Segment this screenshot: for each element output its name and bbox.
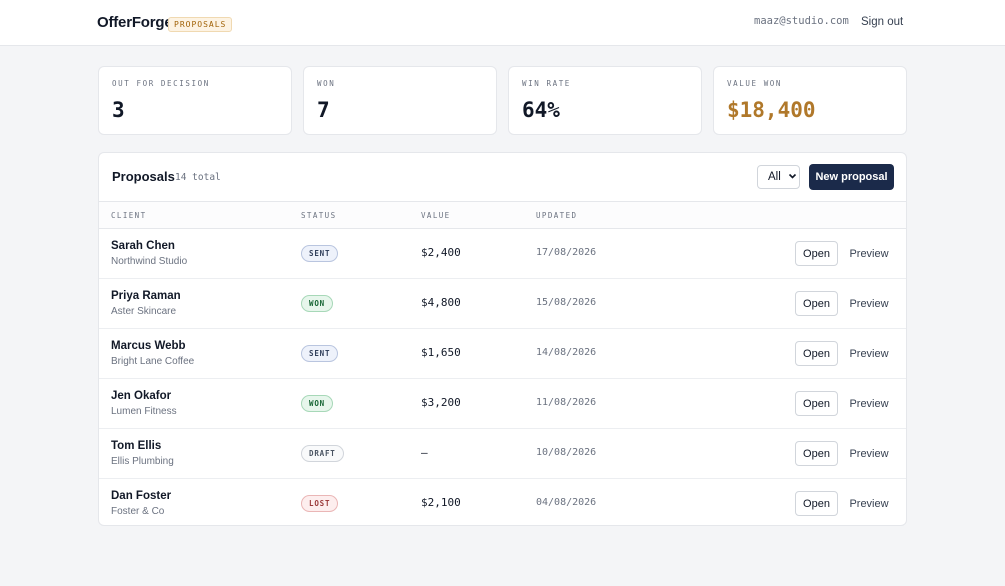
new-proposal-button[interactable]: New proposal [809,164,894,190]
proposal-value: $3,200 [421,396,461,409]
client-name: Tom Ellis [111,440,162,452]
client-name: Priya Raman [111,290,181,302]
client-name: Marcus Webb [111,340,186,352]
brand-section-tag: PROPOSALS [168,17,233,32]
open-button[interactable]: Open [795,241,838,266]
client-company: Foster & Co [111,506,165,517]
client-company: Ellis Plumbing [111,456,174,467]
table-row: Dan Foster Foster & Co LOST $2,100 04/08… [99,479,906,525]
open-button[interactable]: Open [795,441,838,466]
stat-value: 7 [317,98,330,122]
status-badge: WON [301,295,333,312]
column-header-status: STATUS [301,211,337,220]
table-header: CLIENT STATUS VALUE UPDATED [99,201,906,229]
client-name: Sarah Chen [111,240,175,252]
brand-logo[interactable]: OfferForge [97,14,173,31]
stat-label: OUT FOR DECISION [112,79,210,88]
status-badge: SENT [301,345,339,362]
stat-label: VALUE WON [727,79,783,88]
client-company: Bright Lane Coffee [111,356,195,367]
table-row: Tom Ellis Ellis Plumbing DRAFT — 10/08/2… [99,429,906,479]
open-button[interactable]: Open [795,391,838,416]
preview-button[interactable]: Preview [845,241,893,266]
stat-value: 3 [112,98,125,122]
proposal-value: $4,800 [421,296,461,309]
client-company: Lumen Fitness [111,406,177,417]
client-name: Dan Foster [111,490,172,502]
status-badge: DRAFT [301,445,344,462]
status-badge: WON [301,395,333,412]
top-bar: OfferForge PROPOSALS maaz@studio.com Sig… [0,0,1005,46]
proposal-value: $2,100 [421,496,461,509]
stat-card-win-rate: WIN RATE 64% [508,66,702,135]
client-name: Jen Okafor [111,390,172,402]
open-button[interactable]: Open [795,291,838,316]
proposal-value: $1,650 [421,346,461,359]
status-badge: LOST [301,495,339,512]
sign-out-button[interactable]: Sign out [861,16,904,28]
status-badge: SENT [301,245,339,262]
updated-date: 10/08/2026 [536,447,597,458]
stat-value: $18,400 [727,98,816,122]
filter-value: All [768,171,781,183]
chevron-down-icon [788,170,797,184]
stat-label: WON [317,79,336,88]
updated-date: 14/08/2026 [536,347,597,358]
updated-date: 15/08/2026 [536,297,597,308]
client-company: Aster Skincare [111,306,177,317]
user-email: maaz@studio.com [754,15,849,27]
proposal-value: — [421,446,428,459]
stat-card-won: WON 7 [303,66,497,135]
updated-date: 17/08/2026 [536,247,597,258]
column-header-client: CLIENT [111,211,147,220]
preview-button[interactable]: Preview [845,391,893,416]
table-row: Sarah Chen Northwind Studio SENT $2,400 … [99,229,906,279]
open-button[interactable]: Open [795,491,838,516]
stat-card-out-for-decision: OUT FOR DECISION 3 [98,66,292,135]
table-row: Marcus Webb Bright Lane Coffee SENT $1,6… [99,329,906,379]
client-company: Northwind Studio [111,256,188,267]
proposal-value: $2,400 [421,246,461,259]
stat-label: WIN RATE [522,79,571,88]
preview-button[interactable]: Preview [845,291,893,316]
column-header-value: VALUE [421,211,451,220]
preview-button[interactable]: Preview [845,441,893,466]
stat-card-value-won: VALUE WON $18,400 [713,66,907,135]
status-filter-select[interactable]: All [757,165,800,189]
preview-button[interactable]: Preview [845,491,893,516]
table-row: Jen Okafor Lumen Fitness WON $3,200 11/0… [99,379,906,429]
open-button[interactable]: Open [795,341,838,366]
panel-title: Proposals [112,169,175,184]
table-row: Priya Raman Aster Skincare WON $4,800 15… [99,279,906,329]
proposals-panel: Proposals 14 total All New proposal CLIE… [98,152,907,526]
preview-button[interactable]: Preview [845,341,893,366]
updated-date: 04/08/2026 [536,497,597,508]
stat-value: 64% [522,98,560,122]
proposal-count: 14 total [175,172,221,183]
column-header-updated: UPDATED [536,211,578,220]
updated-date: 11/08/2026 [536,397,597,408]
